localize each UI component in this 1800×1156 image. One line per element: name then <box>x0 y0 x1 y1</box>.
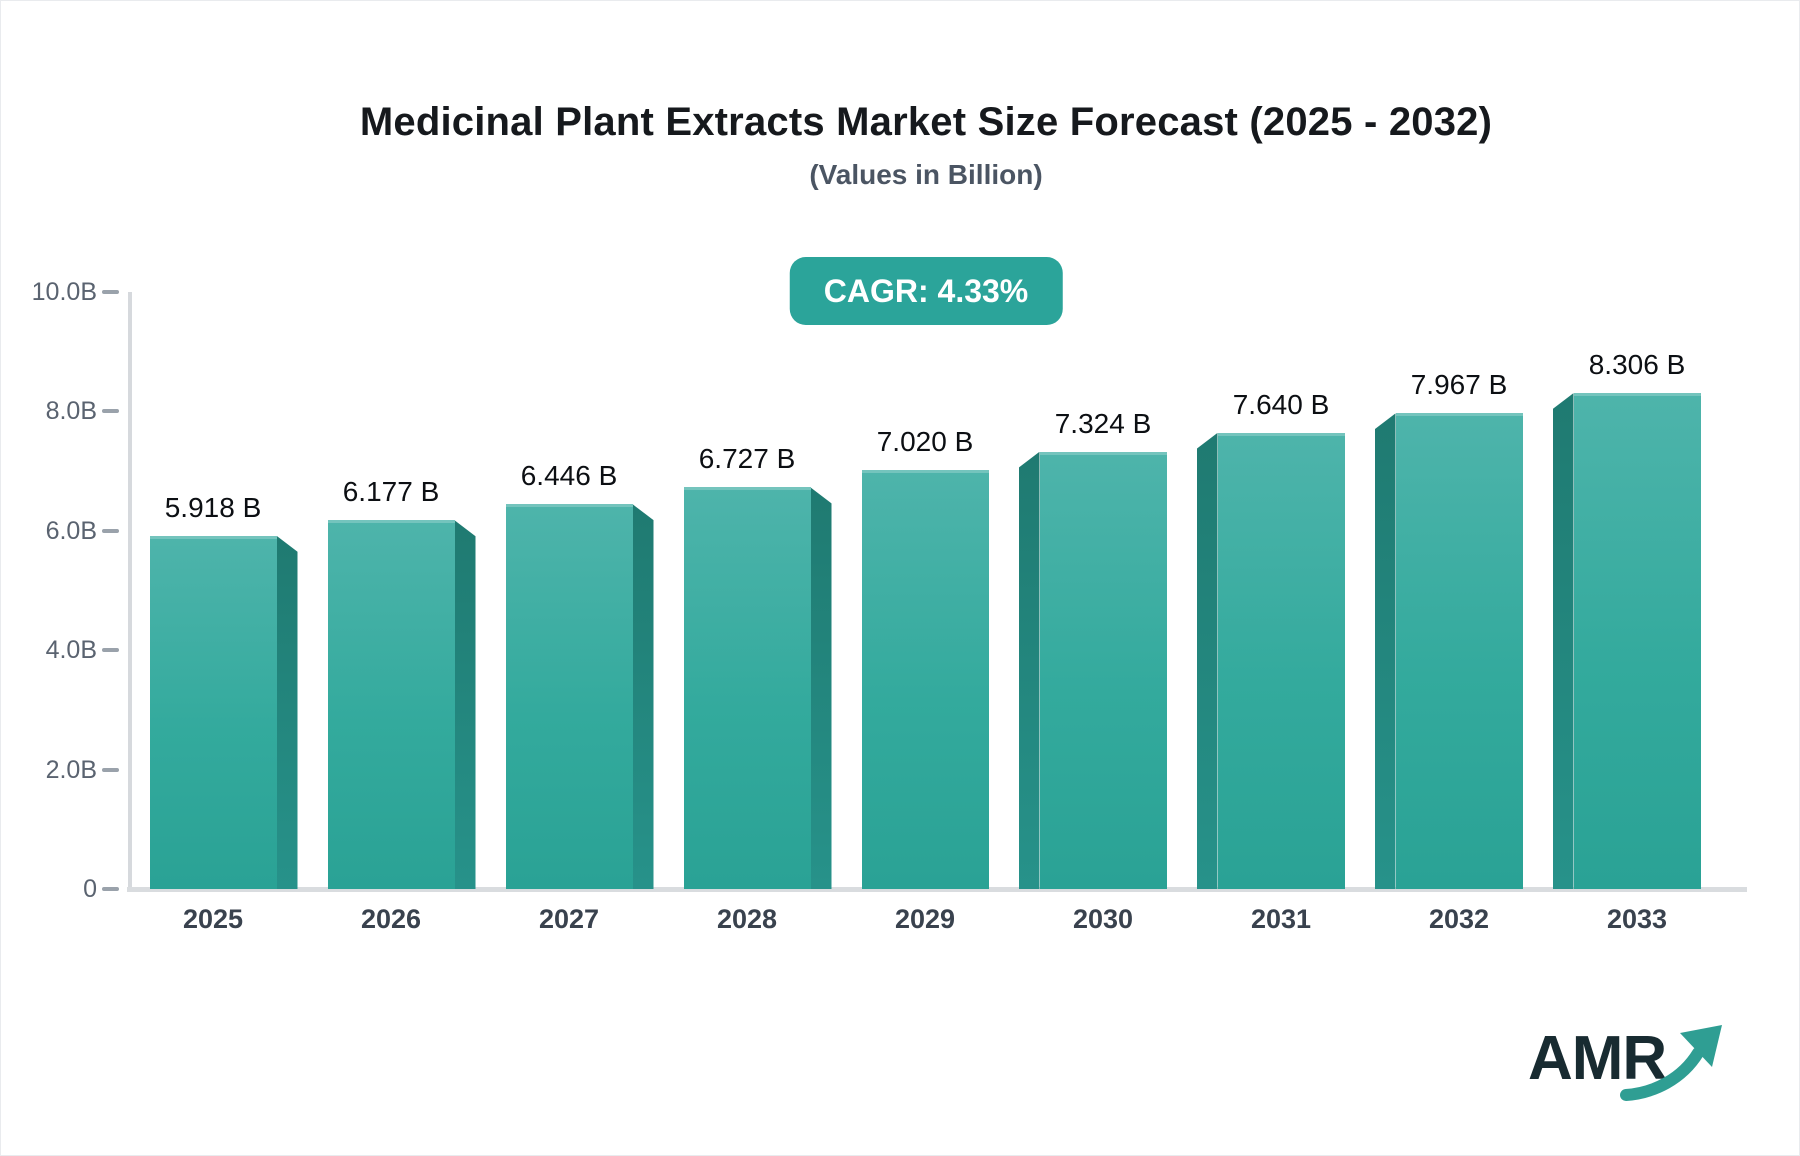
bar-2033 <box>1573 393 1701 889</box>
y-axis-line <box>128 292 132 889</box>
x-axis-baseline <box>127 887 1747 892</box>
bar-side-face <box>1374 413 1396 889</box>
y-tick-label: 10.0B <box>31 278 97 306</box>
bar-side-face <box>1552 393 1574 889</box>
y-tick-label: 0 <box>83 875 97 903</box>
chart-title: Medicinal Plant Extracts Market Size For… <box>359 100 1493 144</box>
bar-side-face <box>1018 451 1040 889</box>
x-axis-label-2032: 2032 <box>1428 904 1490 934</box>
y-tick-mark <box>102 767 119 772</box>
bar-side-face <box>454 520 476 889</box>
bar-value-label: 7.640 B <box>1232 388 1330 420</box>
y-tick-mark <box>102 409 119 414</box>
bar-2028 <box>683 487 811 889</box>
bar-value-label: 8.306 B <box>1588 349 1686 381</box>
bar-value-label: 7.967 B <box>1410 369 1508 401</box>
cagr-badge: CAGR: 4.33% <box>789 257 1063 325</box>
x-axis-label-2028: 2028 <box>716 904 778 934</box>
y-tick-mark <box>102 648 119 653</box>
bar-value-label: 6.727 B <box>698 443 796 475</box>
bar-2025 <box>149 535 277 889</box>
bar-side-face <box>276 535 298 889</box>
bar-side-face <box>810 487 832 889</box>
x-axis-label-2033: 2033 <box>1606 904 1668 934</box>
y-tick-label: 2.0B <box>45 755 97 784</box>
amr-logo-text: AMR <box>1528 1024 1667 1093</box>
y-tick-label: 4.0B <box>45 636 97 665</box>
chart-subtitle: (Values in Billion) <box>809 159 1043 190</box>
bar-value-label: 7.020 B <box>876 425 974 457</box>
x-axis-label-2027: 2027 <box>538 904 600 934</box>
y-tick-label: 8.0B <box>45 397 97 426</box>
x-axis-label-2026: 2026 <box>360 904 422 934</box>
y-tick-mark <box>102 290 119 294</box>
bar-side-face <box>1196 432 1218 889</box>
bar-value-label: 6.446 B <box>520 460 618 492</box>
y-tick-mark <box>102 528 119 533</box>
y-tick-mark <box>102 887 119 891</box>
bar-2031 <box>1217 432 1345 889</box>
y-tick-label: 6.0B <box>45 516 97 545</box>
bar-value-label: 6.177 B <box>342 476 440 508</box>
bar-2032 <box>1395 413 1523 889</box>
x-axis-label-2030: 2030 <box>1072 904 1134 934</box>
amr-logo: AMR <box>1528 1024 1728 1117</box>
bar-2029 <box>861 469 989 889</box>
bar-2026 <box>327 520 455 889</box>
x-axis-label-2029: 2029 <box>894 904 956 934</box>
bar-side-face <box>632 504 654 889</box>
x-axis-label-2031: 2031 <box>1250 904 1312 934</box>
bar-2027 <box>505 504 633 889</box>
bar-value-label: 7.324 B <box>1054 407 1152 439</box>
bar-2030 <box>1039 451 1167 889</box>
x-axis-label-2025: 2025 <box>182 904 244 934</box>
bar-value-label: 5.918 B <box>164 491 262 523</box>
trend-up-arrow-icon <box>1620 1025 1722 1101</box>
